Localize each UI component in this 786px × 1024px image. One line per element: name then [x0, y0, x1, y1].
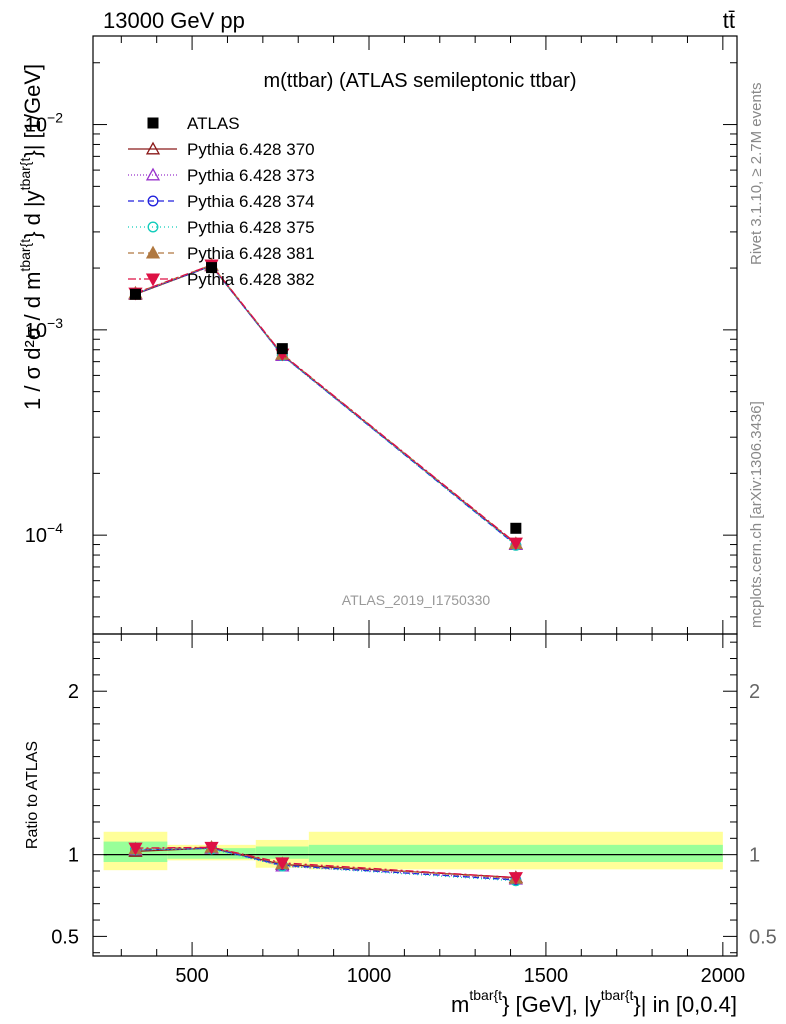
main-series-line	[135, 265, 517, 546]
xlabel-sup2: tbar{t	[601, 987, 634, 1003]
tick-base: 10	[25, 115, 47, 137]
legend-marker	[145, 167, 161, 181]
main-series-line	[135, 264, 517, 546]
ratio-ticks: 0.5 0.5 1 1 2 2 500 1000 1500 2000	[51, 634, 777, 987]
data-point	[206, 262, 218, 274]
xlabel-sup1: tbar{t	[469, 987, 502, 1003]
legend-label: Pythia 6.428 375	[187, 218, 315, 237]
main-y-tick-label: 10−4	[25, 520, 63, 547]
legend-marker	[145, 273, 161, 287]
xlabel-mid: } [GeV], |y	[502, 992, 601, 1017]
ylabel-tail: }| [1/GeV]	[20, 64, 45, 158]
main-panel: 10−210−310−4 m(ttbar) (ATLAS semileptoni…	[17, 35, 738, 635]
ratio-y-tick-label-right: 2	[749, 681, 760, 703]
ratio-y-tick-label: 2	[68, 681, 79, 703]
stat-uncertainty-band	[308, 844, 723, 863]
ratio-series-line	[135, 848, 516, 882]
process-label: tt̄	[723, 8, 735, 33]
main-series-line	[135, 265, 517, 545]
ratio-y-tick-label: 0.5	[51, 926, 79, 948]
legend-marker	[145, 141, 161, 155]
main-series-line	[135, 265, 517, 546]
tick-exp: −2	[47, 110, 63, 126]
ratio-y-tick-label: 1	[68, 845, 79, 867]
tick-exp: −3	[47, 315, 63, 331]
legend-marker	[147, 117, 159, 129]
legend-label: Pythia 6.428 381	[187, 244, 315, 263]
ratio-series-line	[135, 846, 516, 879]
main-series-point	[508, 537, 523, 551]
tick-base: 10	[25, 525, 47, 547]
xlabel-main-part: m	[451, 992, 469, 1017]
main-data-points	[129, 262, 522, 534]
mcplots-label: mcplots.cern.ch [arXiv:1306.3436]	[748, 401, 765, 628]
legend-label: Pythia 6.428 373	[187, 166, 315, 185]
analysis-label: ATLAS_2019_I1750330	[342, 592, 491, 608]
energy-label: 13000 GeV pp	[103, 8, 245, 33]
main-series-line	[135, 264, 517, 544]
ratio-y-tick-label-right: 0.5	[749, 926, 777, 948]
main-y-tick-label: 10−3	[25, 315, 63, 342]
ratio-panel-frame	[92, 633, 738, 957]
rivet-label: Rivet 3.1.10, ≥ 2.7M events	[748, 83, 765, 266]
ylabel-mid: } d |y	[20, 190, 45, 239]
main-title: m(ttbar) (ATLAS semileptonic ttbar)	[263, 70, 576, 92]
xlabel-tail: }| in [0,0.4]	[633, 992, 737, 1017]
ratio-series-point	[204, 841, 219, 855]
ratio-curves	[128, 839, 523, 887]
ylabel-sup1: tbar{t	[17, 239, 33, 272]
legend-marker	[147, 221, 159, 233]
legend-label: ATLAS	[187, 114, 240, 133]
ratio-series-point	[128, 842, 143, 856]
ratio-panel: 0.5 0.5 1 1 2 2 500 1000 1500 2000 Ratio to ATLAS…	[24, 633, 777, 1017]
ratio-series-point	[275, 857, 290, 871]
data-point	[510, 522, 522, 534]
ratio-x-tick-label: 1500	[524, 965, 569, 987]
main-series-line	[135, 264, 517, 545]
legend-label: Pythia 6.428 382	[187, 270, 315, 289]
ratio-x-tick-label: 500	[175, 965, 208, 987]
ratio-y-label: Ratio to ATLAS	[24, 741, 41, 849]
ratio-x-tick-label: 2000	[701, 965, 746, 987]
main-y-label: 1 / σ d²σ / d mtbar{t} d |ytbar{t}| [1/G…	[17, 64, 45, 410]
legend: ATLAS Pythia 6.428 370 Pythia 6.428 373 Pyt…	[128, 114, 315, 289]
main-y-tick-label: 10−2	[25, 110, 63, 137]
legend-marker	[145, 245, 161, 259]
legend-label: Pythia 6.428 370	[187, 140, 315, 159]
ratio-bands	[103, 831, 723, 871]
x-axis-label: mtbar{t} [GeV], |ytbar{t}| in [0,0.4]	[451, 987, 737, 1017]
ylabel-sup2: tbar{t	[17, 158, 33, 191]
tick-base: 10	[25, 320, 47, 342]
ratio-x-tick-label: 1000	[347, 965, 392, 987]
data-point	[276, 343, 288, 355]
ylabel-main-part: 1 / σ d²σ / d m	[20, 272, 45, 410]
stat-uncertainty-band	[255, 846, 309, 859]
data-point	[129, 288, 141, 300]
main-ticks: 10−210−310−4	[25, 36, 737, 634]
legend-label: Pythia 6.428 374	[187, 192, 315, 211]
ratio-y-tick-label-right: 1	[749, 845, 760, 867]
legend-marker	[147, 195, 159, 207]
tick-exp: −4	[47, 520, 63, 536]
main-curves	[128, 257, 523, 551]
ratio-series-point	[508, 872, 523, 885]
ratio-series-line	[135, 847, 516, 881]
